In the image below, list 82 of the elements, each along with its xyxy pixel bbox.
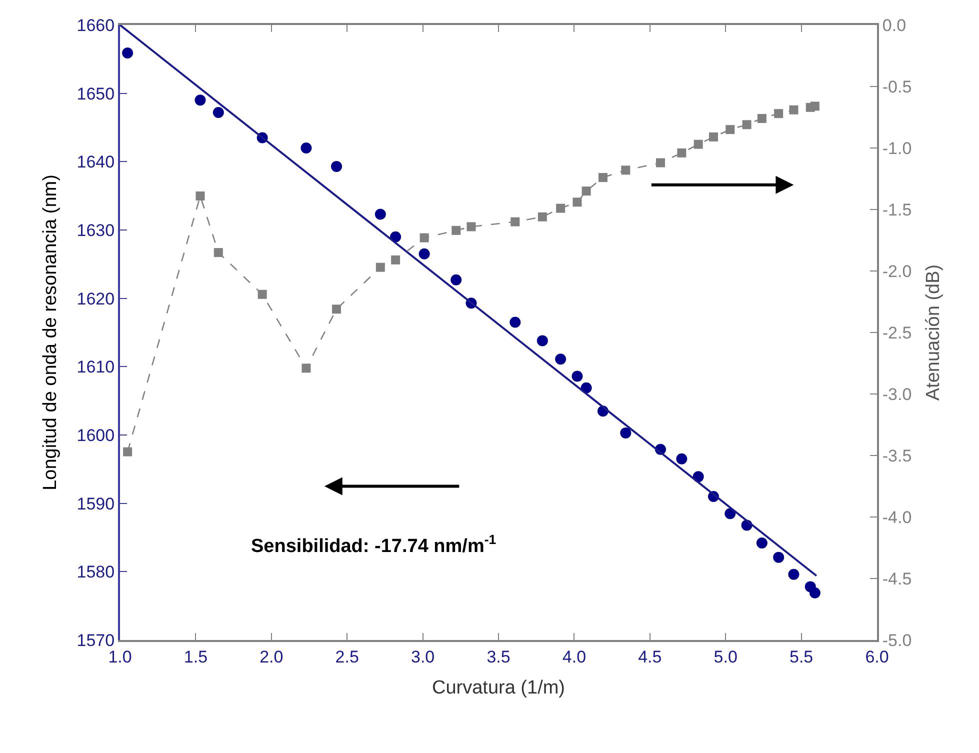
x-tick-label: 6.0 <box>865 647 889 666</box>
y-tick-label: 1660 <box>76 16 115 35</box>
point <box>788 568 800 580</box>
point <box>196 191 205 200</box>
point <box>331 160 342 172</box>
point <box>555 354 566 365</box>
annotation: Sensibilidad: -17.74 nm/m$^{-1}$ <box>251 532 497 557</box>
point <box>302 364 311 373</box>
y-tick-label: 1570 <box>76 630 115 650</box>
y-tick-label: 1650 <box>76 84 115 104</box>
point <box>212 106 224 118</box>
point <box>538 212 547 222</box>
y2-tick-label: -5.0 <box>882 630 912 650</box>
x-tick-label: 4.5 <box>638 647 662 666</box>
y-tick-label: 1600 <box>76 426 115 445</box>
y2-axis-title: Atenuación (dB) <box>922 264 944 401</box>
point <box>757 114 766 123</box>
x-tick-label: 4.0 <box>562 647 586 666</box>
point <box>418 248 430 260</box>
x-axis-title: Curvatura (1/m) <box>432 678 566 699</box>
x-tick-label: 2.5 <box>335 647 359 666</box>
point <box>194 94 206 106</box>
point <box>742 120 752 130</box>
point <box>466 222 476 232</box>
y-tick-label: 1630 <box>76 220 115 240</box>
point <box>620 427 632 438</box>
y-tick-label: 1590 <box>76 494 115 514</box>
point <box>556 204 566 213</box>
y2-tick-label: -4.0 <box>882 508 912 527</box>
point <box>420 233 429 242</box>
point <box>510 217 520 226</box>
point <box>582 186 591 196</box>
x-tick-label: 1.0 <box>108 647 132 666</box>
point <box>598 173 608 182</box>
point <box>300 142 312 154</box>
point <box>214 248 223 258</box>
point <box>656 158 665 168</box>
point <box>391 255 400 264</box>
point <box>810 102 820 111</box>
y2-tick-label: -2.0 <box>882 262 912 281</box>
y-axis-title: Longitud de onda de resonancia (nm) <box>40 174 62 490</box>
point <box>621 166 630 175</box>
point <box>374 208 386 220</box>
point <box>122 48 134 59</box>
point <box>774 109 784 118</box>
point <box>789 105 798 114</box>
point <box>572 198 582 207</box>
point <box>376 262 385 272</box>
point <box>258 290 267 299</box>
point <box>708 132 718 142</box>
point <box>332 304 341 314</box>
point <box>773 552 784 563</box>
y2-tick-label: -1.0 <box>882 138 912 158</box>
y2-tick-label: -3.0 <box>882 384 912 404</box>
y2-tick-label: -2.5 <box>882 323 912 342</box>
y2-tick-label: -1.5 <box>882 200 912 220</box>
y-tick-label: 1620 <box>76 289 115 308</box>
y2-tick-label: -4.5 <box>882 569 912 588</box>
x-tick-label: 5.5 <box>789 647 814 666</box>
point <box>536 335 548 346</box>
x-tick-label: 5.0 <box>714 647 738 666</box>
point <box>510 316 521 328</box>
x-tick-label: 1.5 <box>184 647 208 666</box>
point <box>726 125 735 134</box>
x-tick-label: 3.0 <box>410 647 435 666</box>
point <box>694 140 703 149</box>
point <box>450 274 462 286</box>
point <box>123 447 132 456</box>
point <box>676 453 688 464</box>
y-tick-label: 1580 <box>76 562 115 582</box>
point <box>809 587 820 598</box>
point <box>756 537 768 548</box>
point <box>572 370 583 382</box>
point <box>677 148 686 158</box>
y-tick-label: 1640 <box>76 152 115 172</box>
y-tick-label: 1610 <box>76 358 115 377</box>
point <box>452 226 461 235</box>
x-tick-label: 3.5 <box>486 647 510 666</box>
y2-tick-label: 0.0 <box>882 16 906 35</box>
y2-tick-label: -3.5 <box>882 446 912 466</box>
x-tick-label: 2.0 <box>260 647 284 666</box>
y2-tick-label: -0.5 <box>882 77 912 96</box>
